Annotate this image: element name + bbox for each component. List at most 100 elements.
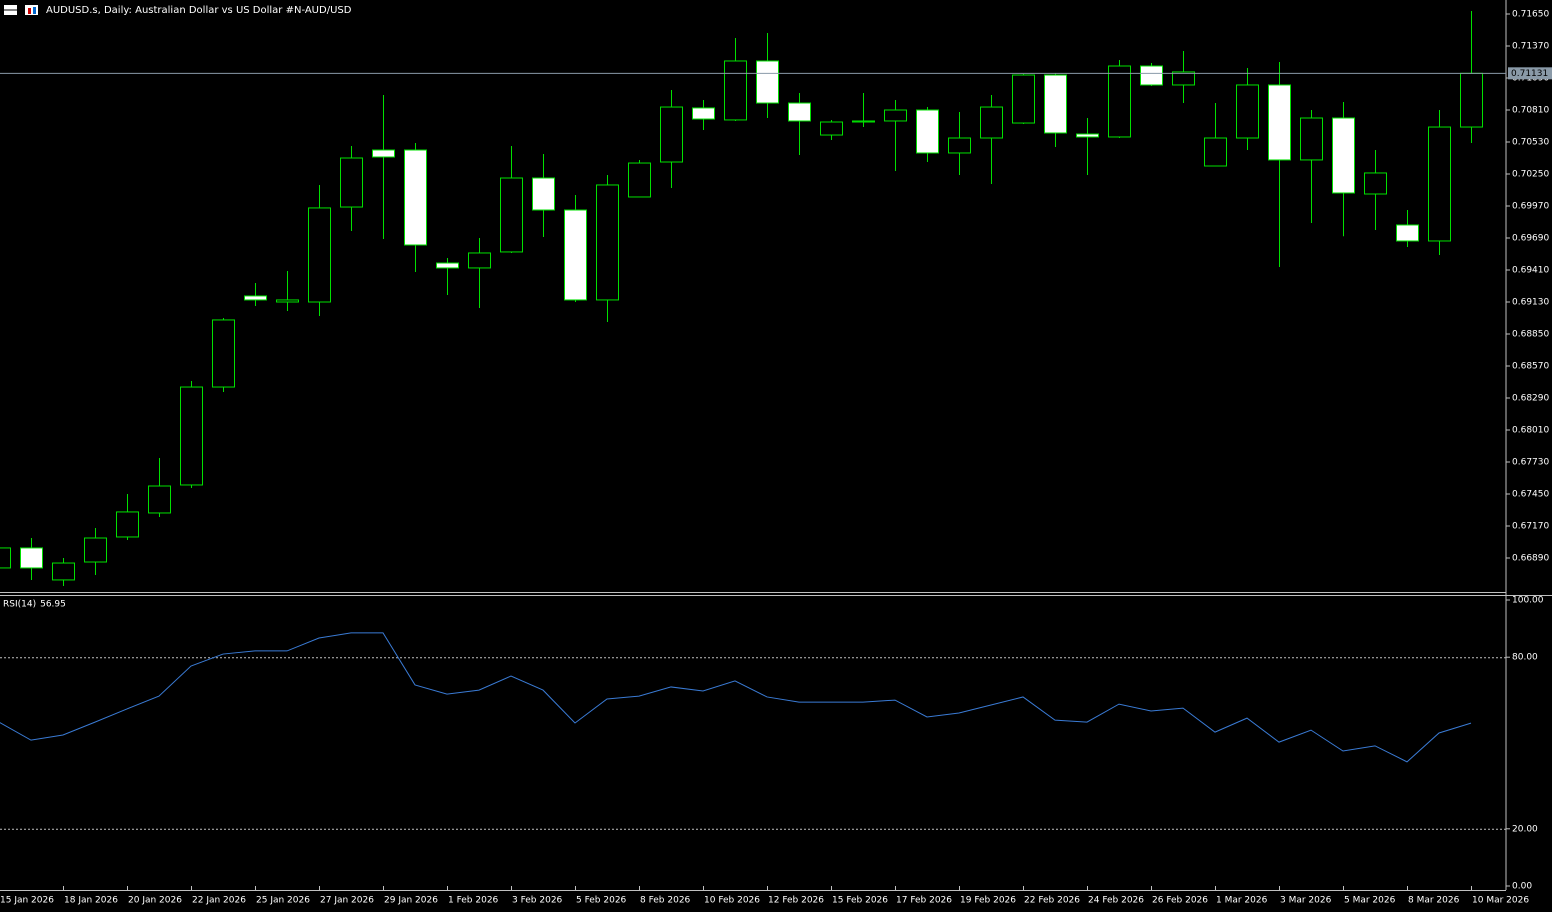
- candle-body: [1076, 133, 1099, 138]
- candle-body: [1044, 74, 1067, 134]
- candle-body: [1364, 172, 1387, 195]
- y-tick-label: 80.00: [1512, 653, 1538, 663]
- candle-body: [1268, 84, 1291, 161]
- bid-label: 0.71131: [1511, 69, 1548, 79]
- x-tick-label: 19 Feb 2026: [960, 896, 1016, 906]
- y-tick-label: 0.71370: [1512, 42, 1549, 52]
- candle-body: [244, 295, 267, 301]
- x-tick-label: 10 Mar 2026: [1472, 896, 1529, 906]
- x-tick-label: 24 Feb 2026: [1088, 896, 1144, 906]
- x-tick-label: 1 Mar 2026: [1216, 896, 1268, 906]
- candle-body: [564, 209, 587, 301]
- candle-body: [180, 386, 203, 486]
- bid-label-box: [1508, 67, 1552, 80]
- rsi-line: [0, 632, 1472, 763]
- candle-body: [340, 157, 363, 208]
- y-tick-label: 0.68850: [1512, 330, 1549, 340]
- candle-body: [308, 207, 331, 303]
- y-tick-label: 0.68570: [1512, 362, 1549, 372]
- candle-body: [1460, 72, 1483, 128]
- candle-body: [1300, 117, 1323, 161]
- candle-body: [116, 511, 139, 538]
- candle-body: [276, 299, 299, 303]
- candle-body: [500, 177, 523, 253]
- candle-body: [1396, 224, 1419, 242]
- candle-body: [628, 162, 651, 198]
- y-tick-label: 0.68290: [1512, 394, 1549, 404]
- candle-body: [820, 121, 843, 136]
- candle-body: [1012, 74, 1035, 124]
- x-tick-label: 3 Mar 2026: [1280, 896, 1332, 906]
- x-tick-label: 29 Jan 2026: [384, 896, 438, 906]
- candle-body: [468, 252, 491, 269]
- candle-body: [372, 149, 395, 158]
- x-tick-label: 25 Jan 2026: [256, 896, 310, 906]
- x-tick-label: 22 Feb 2026: [1024, 896, 1080, 906]
- x-tick-label: 22 Jan 2026: [192, 896, 246, 906]
- candle-body: [1428, 126, 1451, 242]
- candle-body: [404, 149, 427, 246]
- icon: [33, 7, 36, 14]
- y-tick-label: 0.69410: [1512, 266, 1549, 276]
- candle-body: [1172, 71, 1195, 86]
- y-tick-label: 100.00: [1512, 596, 1544, 606]
- x-tick-label: 15 Jan 2026: [0, 896, 54, 906]
- x-tick-label: 20 Jan 2026: [128, 896, 182, 906]
- indicator-value: 56.95: [40, 600, 66, 610]
- candle-body: [52, 562, 75, 581]
- candle-body: [788, 102, 811, 122]
- y-tick-label: 0.69690: [1512, 234, 1549, 244]
- candle-body: [724, 60, 747, 121]
- y-tick-label: 20.00: [1512, 824, 1538, 834]
- candle-body: [148, 485, 171, 514]
- candle-body: [436, 262, 459, 269]
- y-tick-label: 0.70530: [1512, 138, 1549, 148]
- candle-body: [1236, 84, 1259, 139]
- candle-body: [980, 106, 1003, 139]
- x-tick-label: 10 Feb 2026: [704, 896, 760, 906]
- y-tick-label: 0.67170: [1512, 522, 1549, 532]
- icon: [28, 8, 31, 14]
- x-tick-label: 5 Feb 2026: [576, 896, 627, 906]
- candle-body: [1332, 117, 1355, 194]
- candle-body: [532, 177, 555, 211]
- candle-body: [20, 547, 43, 569]
- y-tick-label: 0.69970: [1512, 202, 1549, 212]
- x-tick-label: 15 Feb 2026: [832, 896, 888, 906]
- x-tick-label: 3 Feb 2026: [512, 896, 563, 906]
- indicator-title: RSI(14): [3, 600, 36, 610]
- candle-body: [948, 137, 971, 154]
- candle-body: [692, 107, 715, 120]
- x-tick-label: 27 Jan 2026: [320, 896, 374, 906]
- x-tick-label: 8 Feb 2026: [640, 896, 691, 906]
- candle-body: [212, 319, 235, 388]
- y-tick-label: 0.71650: [1512, 10, 1549, 20]
- candle-body: [1108, 65, 1131, 138]
- x-tick-label: 8 Mar 2026: [1408, 896, 1460, 906]
- y-tick-label: 0.68010: [1512, 426, 1549, 436]
- candle-body: [852, 120, 875, 123]
- icon: [25, 5, 38, 15]
- header-icons: [4, 5, 38, 15]
- y-tick-label: 0.67730: [1512, 458, 1549, 468]
- candle-body: [884, 109, 907, 122]
- y-tick-label: 0.70250: [1512, 170, 1549, 180]
- candle-body: [0, 547, 11, 569]
- candle-body: [84, 537, 107, 563]
- chart-title: AUDUSD.s, Daily: Australian Dollar vs US…: [46, 5, 352, 16]
- candle-body: [1140, 65, 1163, 86]
- x-tick-label: 5 Mar 2026: [1344, 896, 1396, 906]
- x-tick-label: 18 Jan 2026: [64, 896, 118, 906]
- x-tick-label: 17 Feb 2026: [896, 896, 952, 906]
- candle-body: [916, 109, 939, 154]
- y-tick-label: 0.70810: [1512, 106, 1549, 116]
- candle-body: [756, 60, 779, 104]
- y-tick-label: 0.66890: [1512, 554, 1549, 564]
- x-tick-label: 26 Feb 2026: [1152, 896, 1208, 906]
- y-tick-label: 0.00: [1512, 882, 1532, 892]
- y-tick-label: 0.69130: [1512, 298, 1549, 308]
- candle-body: [660, 106, 683, 163]
